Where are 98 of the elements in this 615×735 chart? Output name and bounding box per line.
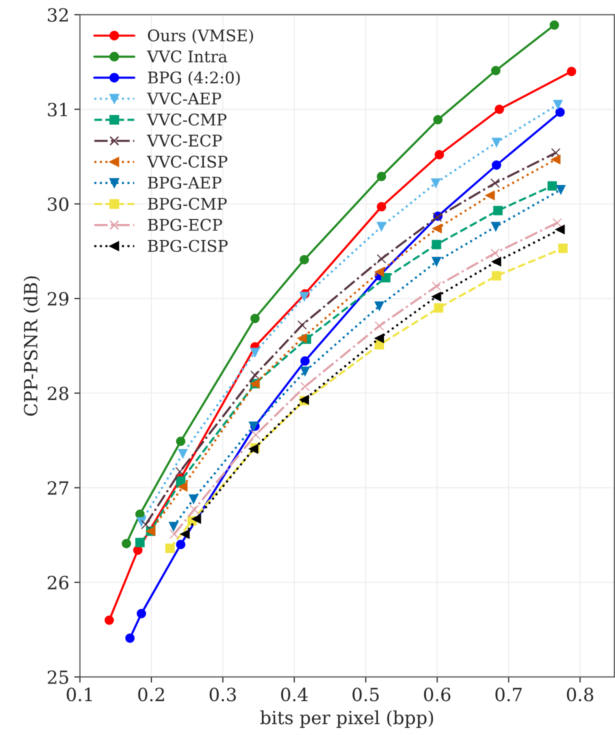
x-tick-label: 0.5 — [352, 688, 379, 702]
point — [432, 240, 442, 250]
y-tick-label: 32 — [48, 8, 68, 22]
point — [376, 172, 386, 182]
y-tick-label: 25 — [48, 670, 68, 684]
point — [190, 504, 199, 514]
point — [251, 430, 260, 440]
legend-label: VVC-AEP — [146, 92, 222, 105]
point — [136, 517, 146, 526]
point — [170, 529, 179, 539]
point — [555, 224, 565, 234]
y-tick-label: 28 — [48, 386, 68, 400]
y-tick-label: 26 — [48, 576, 68, 590]
x-tick-label: 0.8 — [566, 688, 594, 702]
point — [490, 178, 500, 188]
legend-label: BPG-AEP — [148, 176, 222, 189]
legend-label: BPG-CMP — [148, 198, 227, 210]
point — [432, 224, 442, 234]
y-tick-label: 30 — [48, 197, 68, 212]
point — [300, 255, 309, 264]
point — [136, 608, 146, 618]
point — [176, 540, 186, 550]
point — [175, 466, 185, 476]
point — [432, 292, 442, 302]
y-axis-title: CPP-PSNR (dB) — [24, 276, 40, 416]
legend-label: BPG-CISP — [148, 240, 228, 252]
legend-label: BPG-ECP — [148, 218, 222, 231]
point — [493, 206, 503, 216]
legend-label: BPG (4:2:0) — [148, 71, 240, 86]
point — [551, 148, 560, 158]
point — [374, 267, 384, 277]
point — [492, 271, 502, 280]
point — [104, 615, 114, 625]
point — [553, 100, 563, 110]
point — [558, 244, 568, 254]
point — [374, 334, 384, 343]
point — [492, 160, 502, 170]
point — [176, 436, 186, 446]
point — [300, 356, 310, 366]
point — [556, 185, 566, 194]
x-tick-label: 0.1 — [66, 688, 92, 702]
legend-label: VVC Intra — [146, 50, 228, 62]
point — [432, 256, 442, 266]
point — [550, 20, 560, 30]
x-tick-label: 0.3 — [210, 688, 236, 702]
point — [491, 222, 500, 232]
legend-label: VVC-CISP — [146, 156, 228, 168]
point — [300, 382, 310, 392]
point — [250, 370, 260, 380]
x-tick-label: 0.6 — [424, 688, 450, 702]
point — [180, 529, 190, 539]
point — [432, 282, 442, 291]
point — [297, 320, 307, 330]
point — [491, 66, 500, 76]
y-tick-label: 29 — [48, 292, 68, 306]
point — [250, 314, 260, 324]
point — [374, 321, 384, 331]
point — [250, 348, 260, 358]
point — [433, 115, 443, 124]
point — [135, 538, 145, 548]
x-axis-title: bits per pixel (bpp) — [260, 710, 434, 728]
point — [300, 292, 309, 302]
x-tick-label: 0.2 — [138, 688, 164, 702]
point — [376, 202, 386, 212]
point — [494, 104, 504, 114]
point — [376, 222, 386, 232]
x-tick-label: 0.4 — [281, 688, 308, 702]
point — [485, 190, 495, 200]
point — [297, 334, 307, 343]
point — [168, 522, 178, 532]
legend-label: VVC-CMP — [146, 114, 226, 126]
y-tick-label: 31 — [48, 102, 67, 116]
point — [434, 150, 444, 160]
point — [552, 218, 562, 228]
point — [192, 514, 202, 524]
point — [548, 181, 557, 191]
point — [376, 254, 386, 264]
point — [125, 633, 135, 643]
point — [178, 448, 188, 458]
point — [140, 520, 150, 530]
point — [555, 107, 565, 117]
point — [374, 301, 384, 311]
point — [300, 366, 310, 376]
y-tick-label: 27 — [48, 481, 68, 495]
point — [490, 248, 500, 258]
x-tick-label: 0.7 — [495, 688, 522, 702]
legend-label: VVC-ECP — [146, 134, 222, 147]
point — [122, 538, 132, 548]
point — [492, 256, 502, 266]
point — [165, 544, 175, 553]
point — [492, 138, 502, 148]
point — [566, 66, 576, 76]
point — [178, 482, 188, 492]
legend-label: Ours (VMSE) — [148, 29, 254, 44]
point — [188, 494, 198, 504]
point — [434, 303, 444, 313]
point — [551, 154, 560, 164]
point — [431, 178, 440, 188]
